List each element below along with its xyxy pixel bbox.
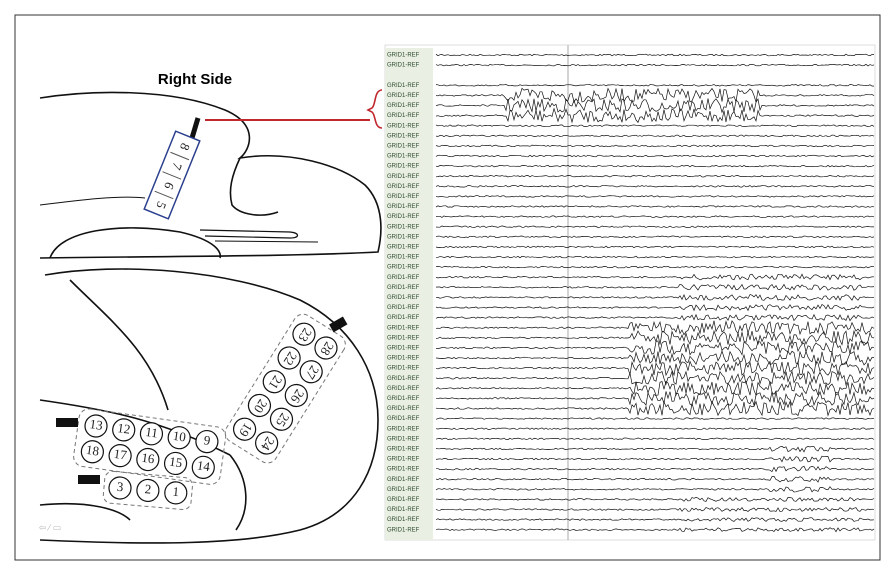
channel-label: GRID1-REF bbox=[387, 103, 420, 109]
sagittal-brain bbox=[40, 92, 381, 258]
channel-label: GRID1-REF bbox=[387, 234, 420, 240]
electrode-number: 17 bbox=[113, 446, 128, 463]
strip-divider bbox=[163, 172, 182, 179]
channel-label: GRID1-REF bbox=[387, 133, 420, 139]
electrode-number: 5 bbox=[153, 199, 169, 211]
channel-label: GRID1-REF bbox=[387, 123, 420, 129]
channel-label: GRID1-REF bbox=[387, 366, 420, 372]
channel-label: GRID1-REF bbox=[387, 265, 420, 271]
channel-label: GRID1-REF bbox=[387, 305, 420, 311]
connector bbox=[329, 317, 347, 333]
channel-label: GRID1-REF bbox=[387, 527, 420, 533]
channel-label: GRID1-REF bbox=[387, 517, 420, 523]
channel-label: GRID1-REF bbox=[387, 214, 420, 220]
connector bbox=[56, 418, 78, 427]
connector bbox=[78, 475, 100, 484]
electrode-number: 13 bbox=[89, 416, 104, 433]
electrode-number: 16 bbox=[141, 450, 156, 467]
panel-title: Right Side bbox=[158, 71, 232, 88]
channel-label: GRID1-REF bbox=[387, 113, 420, 119]
channel-label: GRID1-REF bbox=[387, 143, 420, 149]
channel-label: GRID1-REF bbox=[387, 426, 420, 432]
channel-label: GRID1-REF bbox=[387, 53, 420, 59]
electrode-number: 11 bbox=[144, 424, 158, 441]
channel-label: GRID1-REF bbox=[387, 285, 420, 291]
channel-label: GRID1-REF bbox=[387, 497, 420, 503]
electrode-number: 8 bbox=[177, 141, 193, 153]
figure: Right Side 87651312111091817161514282726… bbox=[0, 0, 895, 573]
grid-b: 28272625242322212019 bbox=[221, 310, 349, 466]
channel-label: GRID1-REF bbox=[387, 93, 420, 99]
channel-label: GRID1-REF bbox=[387, 507, 420, 513]
channel-label: GRID1-REF bbox=[387, 325, 420, 331]
bracket bbox=[368, 90, 382, 128]
channel-label: GRID1-REF bbox=[387, 83, 420, 89]
figure-canvas: Right Side 87651312111091817161514282726… bbox=[0, 0, 895, 573]
toolbar-icons: ⇦ ∕ ▭ bbox=[39, 522, 62, 532]
strip-divider bbox=[170, 152, 189, 159]
electrode-number: 14 bbox=[196, 458, 211, 475]
grid-outline bbox=[221, 310, 349, 466]
electrode-number: 12 bbox=[116, 420, 131, 437]
channel-label: GRID1-REF bbox=[387, 174, 420, 180]
electrode-number: 10 bbox=[172, 428, 187, 445]
electrode-number: 3 bbox=[116, 479, 124, 495]
channel-label: GRID1-REF bbox=[387, 255, 420, 261]
electrode-number: 6 bbox=[161, 180, 178, 192]
electrode-number: 2 bbox=[144, 481, 152, 497]
channel-label: GRID1-REF bbox=[387, 204, 420, 210]
electrode-number: 7 bbox=[169, 160, 186, 172]
channel-label: GRID1-REF bbox=[387, 224, 420, 230]
eeg-panel bbox=[385, 45, 875, 540]
channel-label: GRID1-REF bbox=[387, 436, 420, 442]
channel-label: GRID1-REF bbox=[387, 396, 420, 402]
electrode-number: 15 bbox=[168, 454, 183, 471]
channel-label: GRID1-REF bbox=[387, 487, 420, 493]
channel-label: GRID1-REF bbox=[387, 315, 420, 321]
channel-label: GRID1-REF bbox=[387, 275, 420, 281]
channel-label: GRID1-REF bbox=[387, 416, 420, 422]
channel-label: GRID1-REF bbox=[387, 154, 420, 160]
channel-label: GRID1-REF bbox=[387, 244, 420, 250]
channel-label: GRID1-REF bbox=[387, 345, 420, 351]
channel-label: GRID1-REF bbox=[387, 457, 420, 463]
strip-divider bbox=[155, 191, 174, 198]
channel-label: GRID1-REF bbox=[387, 467, 420, 473]
electrode-number: 18 bbox=[85, 442, 100, 459]
channel-label: GRID1-REF bbox=[387, 477, 420, 483]
strip-connector bbox=[192, 118, 198, 138]
channel-label: GRID1-REF bbox=[387, 335, 420, 341]
channel-label: GRID1-REF bbox=[387, 295, 420, 301]
channel-label: GRID1-REF bbox=[387, 164, 420, 170]
channel-label: GRID1-REF bbox=[387, 63, 420, 69]
channel-label: GRID1-REF bbox=[387, 446, 420, 452]
channel-label: GRID1-REF bbox=[387, 194, 420, 200]
channel-label: GRID1-REF bbox=[387, 376, 420, 382]
strip: 8 7 6 5 bbox=[144, 131, 200, 219]
electrode-number: 1 bbox=[172, 484, 180, 500]
channel-label: GRID1-REF bbox=[387, 386, 420, 392]
grid-c: 3 2 1 bbox=[103, 471, 193, 511]
channel-label: GRID1-REF bbox=[387, 406, 420, 412]
axial-brain bbox=[40, 269, 378, 543]
channel-label: GRID1-REF bbox=[387, 184, 420, 190]
channel-label: GRID1-REF bbox=[387, 356, 420, 362]
